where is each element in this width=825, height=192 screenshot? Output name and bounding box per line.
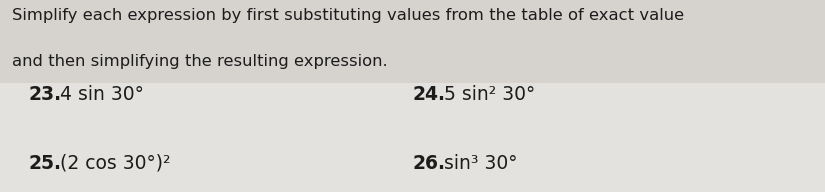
Text: Simplify each expression by first substituting values from the table of exact va: Simplify each expression by first substi… — [12, 8, 685, 23]
Text: 24.: 24. — [412, 85, 446, 104]
Text: and then simplifying the resulting expression.: and then simplifying the resulting expre… — [12, 54, 388, 69]
Bar — [0, 0, 825, 83]
Text: 26.: 26. — [412, 154, 446, 173]
Text: 4 sin 30°: 4 sin 30° — [60, 85, 144, 104]
Text: 23.: 23. — [29, 85, 62, 104]
Text: 25.: 25. — [29, 154, 62, 173]
Text: (2 cos 30°)²: (2 cos 30°)² — [60, 154, 171, 173]
Text: sin³ 30°: sin³ 30° — [444, 154, 517, 173]
Text: 5 sin² 30°: 5 sin² 30° — [444, 85, 535, 104]
